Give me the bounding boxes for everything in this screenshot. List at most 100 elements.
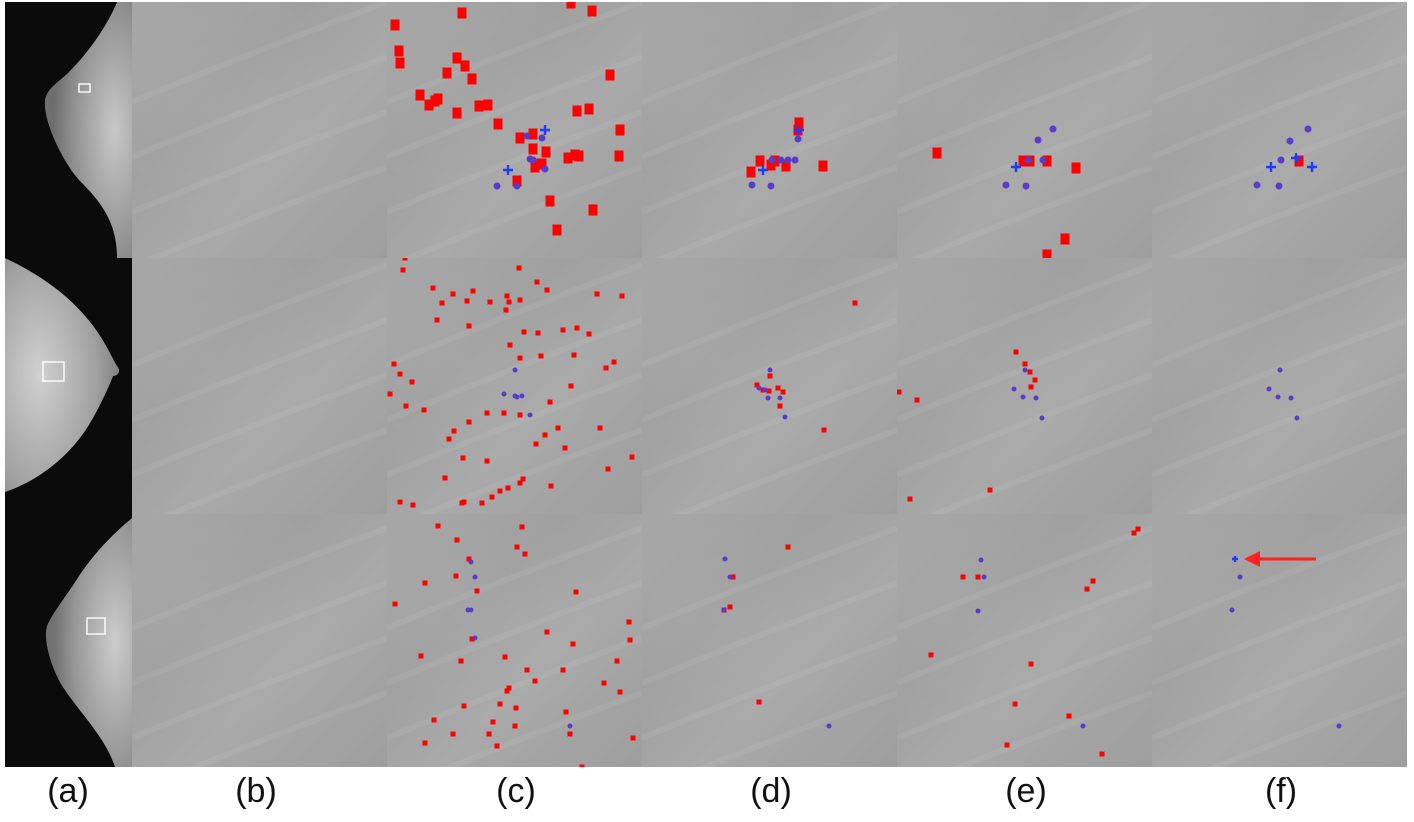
- candidate-marker: [987, 487, 993, 493]
- candidate-marker: [1028, 661, 1034, 667]
- true-calcification-marker: [777, 156, 785, 164]
- candidate-marker: [756, 699, 762, 705]
- candidate-marker: [458, 658, 464, 664]
- label-d: (d): [750, 772, 792, 810]
- patch-row2-col-e: [897, 258, 1152, 514]
- candidate-marker: [567, 731, 573, 737]
- true-calcification-marker: [472, 574, 478, 580]
- candidate-marker: [467, 73, 477, 85]
- candidate-marker: [579, 764, 585, 767]
- true-calcification-marker: [1039, 415, 1045, 421]
- candidate-marker: [532, 678, 538, 684]
- candidate-marker: [457, 7, 467, 19]
- candidate-marker: [584, 103, 594, 115]
- candidate-marker: [506, 299, 512, 305]
- true-calcification-marker: [826, 723, 832, 729]
- candidate-marker: [466, 323, 472, 329]
- candidate-marker: [775, 385, 781, 391]
- candidate-marker: [563, 152, 573, 164]
- candidate-marker: [603, 365, 609, 371]
- candidate-marker: [547, 399, 553, 405]
- candidate-marker: [442, 67, 452, 79]
- true-calcification-marker: [1275, 394, 1281, 400]
- candidate-marker: [614, 150, 624, 162]
- candidate-marker: [452, 107, 462, 119]
- candidate-marker: [421, 407, 427, 413]
- candidate-marker: [570, 149, 580, 161]
- candidate-marker: [544, 629, 550, 635]
- candidate-marker: [469, 636, 475, 642]
- cross-marker: [794, 125, 804, 135]
- patch-row3-col-e: [897, 514, 1152, 767]
- candidate-marker: [818, 160, 828, 172]
- candidate-marker: [1012, 701, 1018, 707]
- pointer-arrowhead: [1244, 551, 1260, 567]
- true-calcification-marker: [1277, 156, 1285, 164]
- true-calcification-marker: [1022, 367, 1028, 373]
- candidate-marker: [503, 307, 509, 313]
- true-calcification-marker: [1229, 607, 1235, 613]
- candidate-marker: [395, 57, 405, 69]
- candidate-marker: [1027, 369, 1033, 375]
- patch-row2-col-c: [387, 258, 642, 514]
- candidate-marker: [1084, 586, 1090, 592]
- candidate-marker: [1032, 377, 1038, 383]
- candidate-marker: [400, 267, 406, 273]
- candidate-marker: [517, 412, 523, 418]
- cross-marker: [503, 165, 513, 175]
- candidate-marker: [1028, 384, 1034, 390]
- breast-silhouette-2: [5, 258, 120, 492]
- true-calcification-marker: [1277, 367, 1283, 373]
- candidate-marker: [415, 89, 425, 101]
- patch-row2-col-b: [132, 258, 387, 514]
- candidate-marker: [502, 654, 508, 660]
- true-calcification-marker: [501, 391, 507, 397]
- candidate-marker: [626, 619, 632, 625]
- candidate-marker: [409, 379, 415, 385]
- true-calcification-marker: [538, 134, 546, 142]
- candidate-marker: [501, 410, 507, 416]
- true-calcification-marker: [756, 385, 762, 391]
- candidate-marker: [474, 588, 480, 594]
- true-calcification-marker: [767, 182, 775, 190]
- candidate-marker: [535, 330, 541, 336]
- candidate-marker: [586, 331, 592, 337]
- candidate-marker: [560, 327, 566, 333]
- patch-row1-col-c: [387, 2, 642, 258]
- candidate-marker: [594, 291, 600, 297]
- label-f: (f): [1264, 772, 1298, 810]
- true-calcification-marker: [493, 182, 501, 190]
- candidate-marker: [629, 454, 635, 460]
- candidate-marker: [727, 604, 733, 610]
- candidate-marker: [785, 544, 791, 550]
- true-calcification-marker: [1253, 181, 1261, 189]
- candidate-marker: [537, 158, 547, 170]
- patch-row3-col-b: [132, 514, 387, 767]
- cross-marker: [1266, 162, 1276, 172]
- candidate-marker: [460, 60, 470, 72]
- true-calcification-marker: [978, 557, 984, 563]
- candidate-marker: [538, 353, 544, 359]
- candidate-marker: [605, 69, 615, 81]
- candidate-marker: [1131, 530, 1137, 536]
- candidate-marker: [390, 19, 400, 31]
- candidate-marker: [533, 441, 539, 447]
- candidate-marker: [483, 99, 493, 111]
- candidate-marker: [1004, 742, 1010, 748]
- true-calcification-marker: [1304, 125, 1312, 133]
- candidate-marker: [852, 300, 858, 306]
- candidate-marker: [453, 573, 459, 579]
- candidate-marker: [570, 641, 576, 647]
- candidate-marker: [505, 485, 511, 491]
- candidate-marker: [513, 705, 519, 711]
- candidate-marker: [493, 118, 503, 130]
- candidate-marker: [479, 500, 485, 506]
- true-calcification-marker: [1049, 125, 1057, 133]
- candidate-marker: [566, 2, 576, 9]
- candidate-marker: [897, 389, 902, 395]
- true-calcification-marker: [981, 574, 987, 580]
- candidate-marker: [460, 455, 466, 461]
- candidate-marker: [391, 361, 397, 367]
- candidate-marker: [627, 637, 633, 643]
- candidate-marker: [794, 117, 804, 129]
